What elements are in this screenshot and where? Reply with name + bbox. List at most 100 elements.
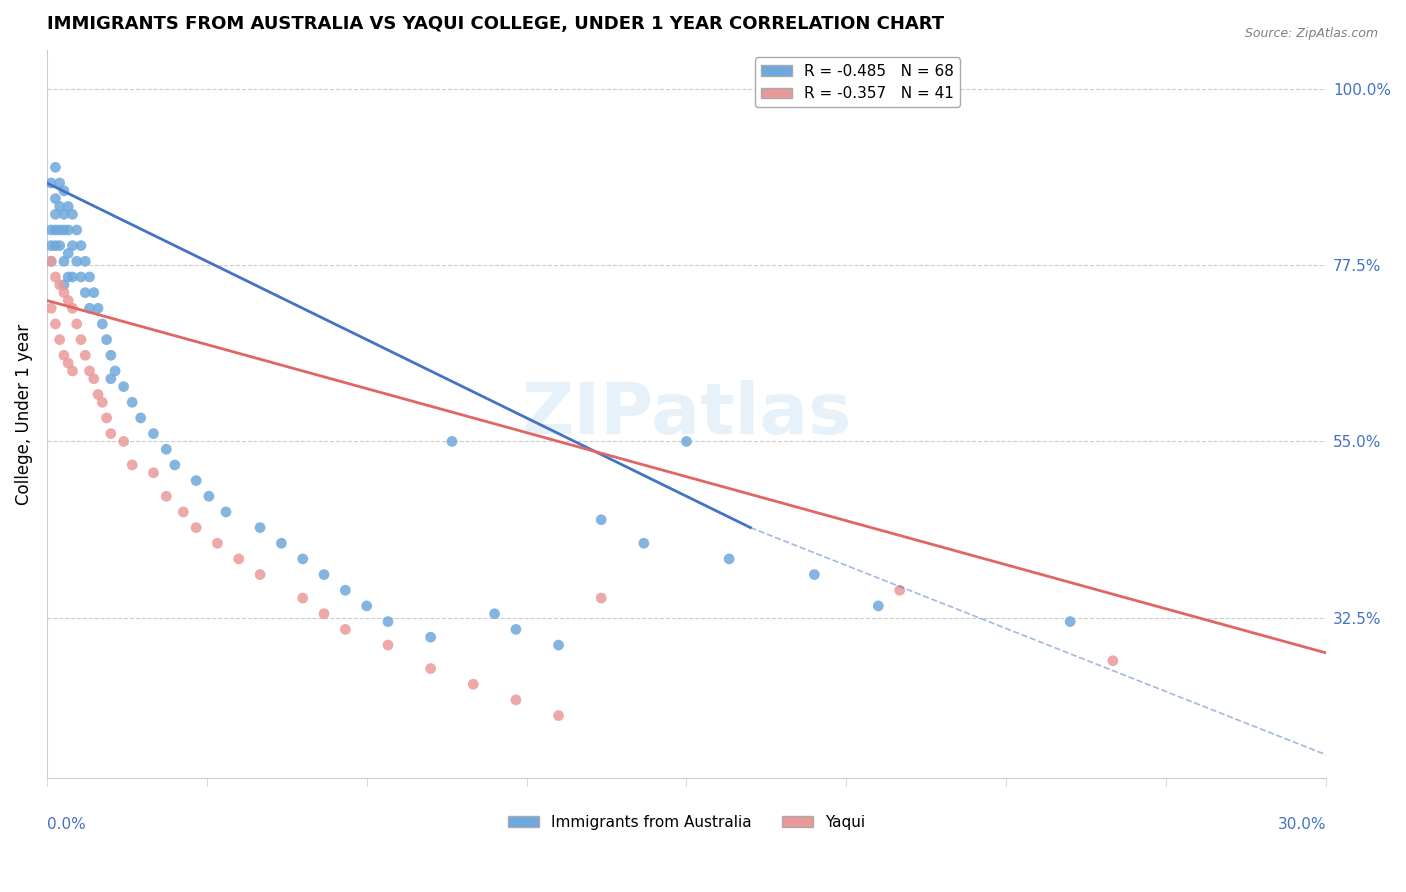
Point xyxy=(291,591,314,605)
Text: Source: ZipAtlas.com: Source: ZipAtlas.com xyxy=(1244,27,1378,40)
Point xyxy=(100,426,122,441)
Point xyxy=(868,599,890,613)
Point xyxy=(207,536,229,550)
Text: 30.0%: 30.0% xyxy=(1278,817,1326,832)
Point xyxy=(335,623,357,637)
Point xyxy=(121,458,143,472)
Point xyxy=(52,348,75,362)
Point xyxy=(39,254,62,268)
Point xyxy=(79,269,101,284)
Point xyxy=(112,434,135,449)
Point xyxy=(1102,654,1125,668)
Point xyxy=(58,356,80,370)
Point xyxy=(75,348,97,362)
Point xyxy=(198,489,221,503)
Point xyxy=(184,520,207,534)
Point xyxy=(463,677,485,691)
Point xyxy=(70,269,93,284)
Point xyxy=(591,591,613,605)
Point xyxy=(112,379,135,393)
Point xyxy=(52,184,75,198)
Point xyxy=(44,207,66,221)
Point xyxy=(44,269,66,284)
Point xyxy=(70,333,93,347)
Point xyxy=(87,387,110,401)
Point xyxy=(155,442,177,457)
Point xyxy=(91,395,114,409)
Point xyxy=(270,536,292,550)
Point xyxy=(356,599,378,613)
Text: ZIPatlas: ZIPatlas xyxy=(522,379,852,449)
Point xyxy=(52,207,75,221)
Point xyxy=(312,567,335,582)
Point xyxy=(79,301,101,316)
Point xyxy=(377,615,399,629)
Point xyxy=(58,293,80,308)
Text: IMMIGRANTS FROM AUSTRALIA VS YAQUI COLLEGE, UNDER 1 YEAR CORRELATION CHART: IMMIGRANTS FROM AUSTRALIA VS YAQUI COLLE… xyxy=(46,15,943,33)
Point xyxy=(291,552,314,566)
Text: 0.0%: 0.0% xyxy=(46,817,86,832)
Point xyxy=(547,708,569,723)
Point xyxy=(419,662,441,676)
Point xyxy=(100,372,122,386)
Point xyxy=(39,301,62,316)
Point xyxy=(96,411,118,425)
Point xyxy=(83,285,105,300)
Point xyxy=(172,505,194,519)
Point xyxy=(52,254,75,268)
Point xyxy=(62,301,84,316)
Point xyxy=(142,426,165,441)
Point xyxy=(377,638,399,652)
Point xyxy=(70,238,93,252)
Point xyxy=(44,192,66,206)
Point xyxy=(48,199,70,213)
Point xyxy=(58,246,80,260)
Point xyxy=(62,238,84,252)
Point xyxy=(184,474,207,488)
Point xyxy=(104,364,127,378)
Point xyxy=(249,567,271,582)
Point xyxy=(62,269,84,284)
Point xyxy=(44,223,66,237)
Y-axis label: College, Under 1 year: College, Under 1 year xyxy=(15,324,32,505)
Point xyxy=(48,277,70,292)
Point xyxy=(547,638,569,652)
Point xyxy=(66,317,89,331)
Point xyxy=(39,254,62,268)
Point xyxy=(803,567,825,582)
Point xyxy=(163,458,186,472)
Point xyxy=(335,583,357,598)
Point xyxy=(66,223,89,237)
Point xyxy=(312,607,335,621)
Point xyxy=(62,207,84,221)
Point xyxy=(58,199,80,213)
Point xyxy=(52,277,75,292)
Point xyxy=(48,333,70,347)
Point xyxy=(44,317,66,331)
Point xyxy=(62,364,84,378)
Point xyxy=(228,552,250,566)
Point xyxy=(419,630,441,644)
Point xyxy=(52,223,75,237)
Point xyxy=(79,364,101,378)
Point xyxy=(75,254,97,268)
Point xyxy=(39,176,62,190)
Point xyxy=(44,238,66,252)
Point xyxy=(591,513,613,527)
Point xyxy=(87,301,110,316)
Point xyxy=(121,395,143,409)
Point xyxy=(48,238,70,252)
Point xyxy=(675,434,697,449)
Point xyxy=(58,269,80,284)
Point xyxy=(48,176,70,190)
Point xyxy=(75,285,97,300)
Point xyxy=(96,333,118,347)
Point xyxy=(129,411,152,425)
Point xyxy=(44,161,66,175)
Point xyxy=(100,348,122,362)
Point xyxy=(505,623,527,637)
Point xyxy=(155,489,177,503)
Point xyxy=(505,693,527,707)
Point xyxy=(633,536,655,550)
Point xyxy=(66,254,89,268)
